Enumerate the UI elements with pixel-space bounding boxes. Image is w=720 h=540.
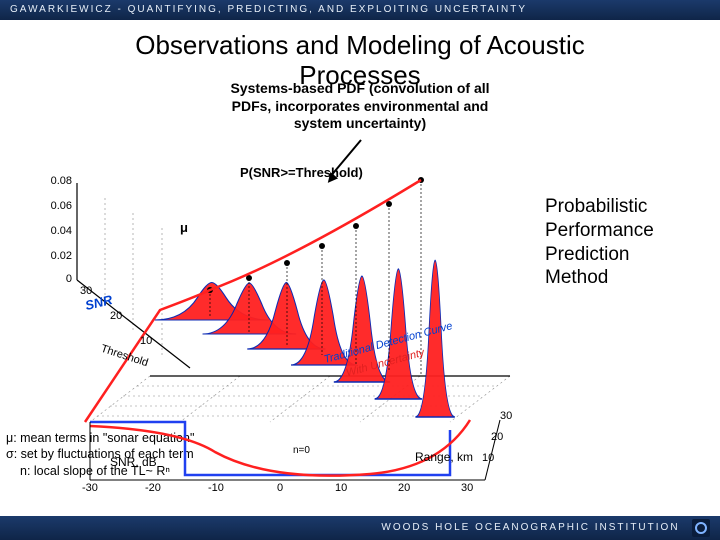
header-text: GAWARKIEWICZ - QUANTIFYING, PREDICTING, … bbox=[10, 4, 527, 15]
snrtick-2: -10 bbox=[208, 482, 224, 494]
snrtick-6: 30 bbox=[461, 482, 473, 494]
ztick-3: 0.02 bbox=[42, 250, 72, 262]
footer-text: WOODS HOLE OCEANOGRAPHIC INSTITUTION bbox=[381, 522, 679, 533]
rtick-2: 30 bbox=[500, 410, 512, 422]
footer-bar: WOODS HOLE OCEANOGRAPHIC INSTITUTION bbox=[0, 516, 720, 540]
ztick-1: 0.06 bbox=[42, 200, 72, 212]
ttick-1: 20 bbox=[110, 310, 122, 322]
ztick-4: 0 bbox=[42, 273, 72, 285]
pdf-curve-group bbox=[155, 177, 455, 417]
snrtick-1: -20 bbox=[145, 482, 161, 494]
ztick-0: 0.08 bbox=[42, 175, 72, 187]
page-title-line1: Observations and Modeling of Acoustic bbox=[0, 30, 720, 61]
systems-pdf-caption: Systems-based PDF (convolution of all PD… bbox=[210, 80, 510, 133]
header-bar: GAWARKIEWICZ - QUANTIFYING, PREDICTING, … bbox=[0, 0, 720, 20]
ttick-2: 10 bbox=[140, 335, 152, 347]
main-3d-chart: 0.08 0.06 0.04 0.02 0 P(SNR>=Threshold) … bbox=[40, 150, 550, 490]
snrtick-0: -30 bbox=[82, 482, 98, 494]
rtick-0: 10 bbox=[482, 452, 494, 464]
n-small-label: n=0 bbox=[293, 445, 310, 456]
ttick-0: 30 bbox=[80, 285, 92, 297]
snr-axis-label: SNR, dB bbox=[110, 455, 157, 469]
ztick-2: 0.04 bbox=[42, 225, 72, 237]
range-axis-label: Range, km bbox=[415, 450, 473, 464]
institution-logo-icon bbox=[692, 519, 710, 537]
snrtick-5: 20 bbox=[398, 482, 410, 494]
snrtick-3: 0 bbox=[277, 482, 283, 494]
snrtick-4: 10 bbox=[335, 482, 347, 494]
z-axis-label: P(SNR>=Threshold) bbox=[240, 165, 363, 180]
method-label: Probabilistic Performance Prediction Met… bbox=[545, 195, 654, 290]
rtick-1: 20 bbox=[491, 431, 503, 443]
